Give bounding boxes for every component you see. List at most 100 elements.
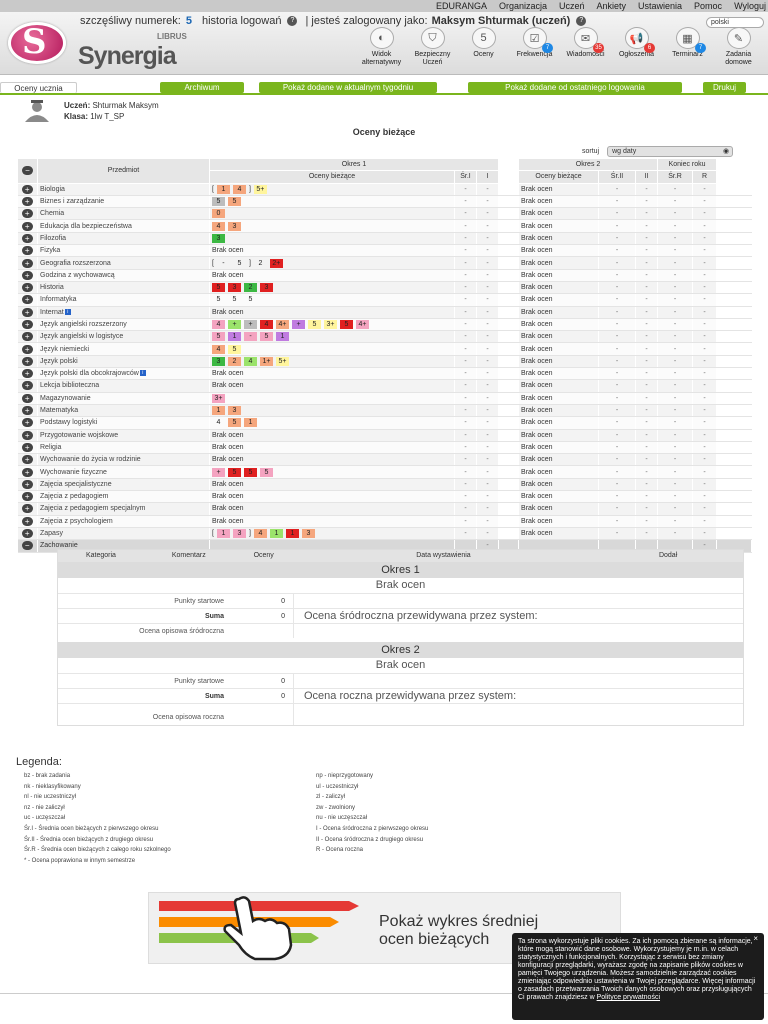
- expand-toggle[interactable]: +: [17, 342, 38, 356]
- expand-toggle[interactable]: +: [17, 441, 38, 455]
- grade[interactable]: 5: [216, 296, 221, 304]
- grade[interactable]: 4: [216, 419, 221, 427]
- expand-toggle[interactable]: +: [17, 293, 38, 307]
- grade[interactable]: 2: [244, 283, 257, 293]
- sort-select[interactable]: wg daty: [607, 146, 734, 157]
- grade[interactable]: 5: [232, 296, 237, 304]
- grade[interactable]: 5: [228, 418, 241, 428]
- plus-icon[interactable]: +: [21, 369, 33, 379]
- grade[interactable]: 2+: [269, 258, 283, 268]
- tab-archiwum[interactable]: Archiwum: [160, 82, 244, 93]
- topnav-item[interactable]: Pomoc: [694, 1, 723, 11]
- expand-toggle[interactable]: +: [17, 527, 38, 541]
- grade[interactable]: -: [222, 259, 225, 267]
- expand-toggle[interactable]: +: [17, 367, 38, 381]
- expand-toggle[interactable]: +: [17, 453, 38, 467]
- icon-calendar[interactable]: ☑ 7 Frekwencja: [509, 27, 560, 67]
- plus-icon[interactable]: +: [21, 332, 33, 342]
- plus-icon[interactable]: +: [21, 283, 33, 293]
- expand-toggle[interactable]: +: [17, 478, 38, 492]
- expand-toggle[interactable]: +: [17, 256, 38, 270]
- grade[interactable]: 5: [228, 197, 241, 207]
- minus-icon[interactable]: −: [21, 541, 33, 551]
- plus-icon[interactable]: +: [21, 233, 33, 243]
- plus-icon[interactable]: +: [21, 430, 33, 440]
- grade[interactable]: 5: [248, 296, 253, 304]
- grade[interactable]: 3+: [212, 393, 225, 403]
- tab-oceny-ucznia[interactable]: Oceny ucznia: [0, 82, 77, 93]
- plus-icon[interactable]: +: [21, 246, 33, 256]
- plus-icon[interactable]: +: [21, 197, 33, 207]
- grade[interactable]: +: [292, 320, 305, 329]
- grade[interactable]: 1: [212, 406, 225, 416]
- grade[interactable]: 1: [228, 332, 241, 342]
- icon-envelope[interactable]: ✉ 35 Wiadomości: [560, 27, 611, 67]
- grade[interactable]: 4: [253, 529, 267, 539]
- plus-icon[interactable]: +: [21, 504, 33, 514]
- grade[interactable]: 3: [228, 221, 241, 231]
- help-icon[interactable]: ?: [576, 16, 587, 26]
- grade[interactable]: 1: [276, 332, 289, 342]
- topnav-item[interactable]: EDURANGA: [435, 1, 487, 11]
- expand-toggle[interactable]: +: [17, 330, 38, 344]
- expand-toggle[interactable]: +: [17, 429, 38, 442]
- collapse-toggle[interactable]: −: [17, 539, 38, 553]
- grade[interactable]: +: [212, 467, 225, 477]
- expand-toggle[interactable]: +: [17, 416, 38, 430]
- grade[interactable]: 1: [216, 184, 230, 194]
- plus-icon[interactable]: +: [21, 344, 33, 354]
- grade[interactable]: 4: [260, 320, 273, 329]
- grade[interactable]: 3: [228, 406, 241, 416]
- plus-icon[interactable]: +: [21, 209, 33, 219]
- grade[interactable]: +: [244, 320, 257, 329]
- tab-since-login[interactable]: Pokaż dodane od ostatniego logowania: [468, 82, 682, 93]
- icon-homework[interactable]: ✎ Zadania domowe: [713, 27, 764, 67]
- grade[interactable]: 5: [340, 320, 353, 329]
- grade[interactable]: 2: [228, 356, 241, 366]
- grade[interactable]: 4: [232, 184, 246, 194]
- grade[interactable]: 3: [228, 283, 241, 293]
- plus-icon[interactable]: +: [21, 418, 33, 428]
- plus-icon[interactable]: +: [21, 393, 33, 403]
- grade[interactable]: 5: [212, 332, 225, 342]
- topnav-item[interactable]: Organizacja: [498, 1, 547, 11]
- grade[interactable]: +: [228, 320, 241, 329]
- grade[interactable]: 3: [260, 283, 273, 293]
- expand-toggle[interactable]: +: [17, 490, 38, 504]
- plus-icon[interactable]: +: [21, 467, 33, 477]
- expand-toggle[interactable]: +: [17, 502, 38, 516]
- grade[interactable]: 3: [301, 529, 315, 539]
- grade[interactable]: -: [244, 332, 257, 342]
- plus-icon[interactable]: +: [21, 270, 33, 280]
- plus-icon[interactable]: +: [21, 356, 33, 366]
- expand-toggle[interactable]: +: [17, 232, 38, 246]
- plus-icon[interactable]: +: [21, 258, 33, 268]
- expand-toggle[interactable]: +: [17, 465, 38, 479]
- grade[interactable]: 1+: [260, 356, 273, 366]
- plus-icon[interactable]: +: [21, 406, 33, 416]
- grade[interactable]: 5: [228, 344, 241, 354]
- grade[interactable]: 5: [244, 467, 257, 477]
- grade[interactable]: 5: [308, 320, 321, 329]
- grade[interactable]: 4: [212, 221, 225, 231]
- expand-toggle[interactable]: +: [17, 379, 38, 393]
- grade[interactable]: 4+: [356, 320, 369, 329]
- plus-icon[interactable]: +: [21, 455, 33, 465]
- icon-grade[interactable]: 5 Oceny: [458, 27, 509, 67]
- tab-drukuj[interactable]: Drukuj: [703, 82, 746, 93]
- grade[interactable]: 3: [232, 529, 246, 539]
- topnav-item[interactable]: Wyloguj: [734, 1, 766, 11]
- grade[interactable]: 4+: [276, 320, 289, 329]
- info-icon[interactable]: i: [139, 370, 146, 377]
- grade[interactable]: 1: [269, 529, 283, 539]
- icon-half-circle[interactable]: ◐ Widok alternatywny: [356, 27, 407, 67]
- icon-shield[interactable]: ⛉ Bezpieczny Uczeń: [407, 27, 458, 67]
- grade[interactable]: 5: [237, 259, 242, 267]
- plus-icon[interactable]: +: [21, 184, 33, 194]
- grade[interactable]: 3+: [324, 320, 337, 329]
- expand-toggle[interactable]: +: [17, 244, 38, 258]
- topnav-item[interactable]: Uczeń: [558, 1, 585, 11]
- topnav-item[interactable]: Ustawienia: [638, 1, 683, 11]
- grade[interactable]: 4: [212, 344, 225, 354]
- plus-icon[interactable]: +: [21, 221, 33, 231]
